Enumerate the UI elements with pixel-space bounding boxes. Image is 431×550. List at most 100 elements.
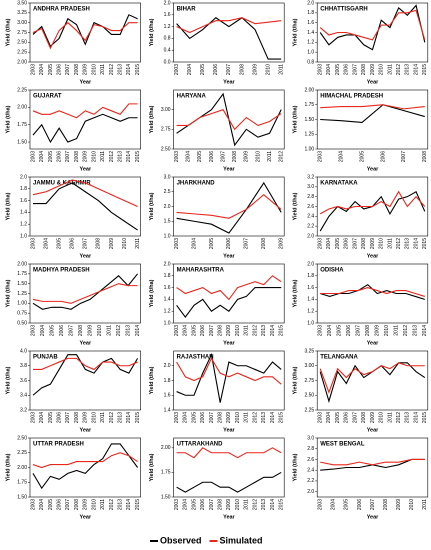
x-tick-label: 2006 [209,151,215,162]
panel-title: UTTARAKHAND [177,442,224,448]
y-tick-label: 3.00 [17,20,27,26]
series-line [32,283,138,304]
x-tick-label: 2003 [30,325,36,336]
x-tick-label: 2015 [279,412,285,423]
x-tick-label: 2003 [318,325,324,336]
x-tick-label: 2007 [226,64,232,75]
x-tick-label: 2006 [56,412,62,423]
y-tick-label: 2.4 [307,214,314,220]
x-tick-label: 2007 [65,151,71,162]
x-tick-label: 2012 [396,238,402,249]
y-tick-label: 2.00 [17,59,27,65]
y-tick-label: 1.75 [17,271,27,277]
y-axis-label: Yield (t/ha) [5,105,11,133]
x-tick-label: 2009 [252,64,258,75]
y-axis-label: Yield (t/ha) [5,366,11,394]
x-tick-label: 2004 [186,151,192,162]
x-tick-label: 2005 [209,238,215,249]
y-tick-label: 2.0 [164,363,171,369]
x-tick-label: 2007 [220,151,226,162]
x-tick-label: 2005 [56,238,62,249]
x-tick-label: 2012 [109,499,115,510]
y-tick-label: 1.0 [164,320,171,326]
y-tick-label: 2.2 [307,223,314,229]
x-tick-label: 2012 [252,325,258,336]
y-tick-label: 2.25 [17,49,27,55]
y-tick-label: 0.75 [17,310,27,316]
panel-title: MAHARASHTRA [177,268,225,274]
x-tick-label: 2006 [344,412,350,423]
y-tick-label: 1.6 [164,393,171,399]
series-line [32,113,138,144]
panel-title: TELANGANA [320,355,358,361]
x-tick-label: 2006 [200,499,206,510]
series-line [32,21,138,50]
y-axis-label: Yield (t/ha) [293,192,299,220]
panel-title: CHHATTISGARH [320,7,368,13]
x-tick-label: 2008 [361,64,367,75]
series-line [32,14,138,48]
x-tick-label: 2011 [422,499,428,510]
series-line [319,190,426,232]
x-tick-label: 2008 [361,412,367,423]
x-tick-label: 2009 [83,151,89,162]
panel-title: ANDHRA PRADESH [33,7,90,13]
x-tick-label: 2007 [68,325,74,336]
x-tick-label: 2003 [318,151,324,162]
panel-title: KARNATAKA [320,181,358,187]
y-tick-label: 1.00 [17,301,27,307]
y-tick-label: 1.2 [20,222,27,228]
x-tick-label: 2005 [48,412,54,423]
x-axis-label: Year [367,253,379,259]
x-tick-label: 2004 [39,412,45,423]
y-tick-label: 0.4 [164,48,171,54]
x-tick-label: 2010 [97,325,103,336]
y-tick-label: 1.6 [20,198,27,204]
x-tick-label: 2003 [318,499,324,510]
x-tick-label: 2010 [409,499,415,510]
y-tick-label: 2.4 [307,468,314,474]
x-tick-label: 2011 [244,325,250,336]
x-tick-label: 2005 [48,499,54,510]
plot-frame [316,437,429,498]
x-tick-label: 2012 [396,64,402,75]
plot-frame [173,437,285,498]
x-tick-label: 2013 [117,499,123,510]
series-line [319,190,426,215]
series-line [176,352,282,403]
x-tick-label: 2012 [279,151,285,162]
x-tick-label: 2009 [87,325,93,336]
x-tick-label: 2008 [218,412,224,423]
x-tick-label: 2010 [235,325,241,336]
x-tick-label: 2011 [267,151,273,162]
y-tick-label: 1.25 [304,132,314,138]
x-tick-label: 2012 [109,64,115,75]
x-tick-label: 2014 [413,238,419,249]
y-tick-label: 1.75 [17,122,27,128]
y-tick-label: 1.75 [161,470,171,476]
x-axis-label: Year [223,253,235,259]
x-tick-label: 2006 [56,64,62,75]
x-tick-label: 2008 [74,499,80,510]
y-tick-label: 2.75 [17,30,27,36]
x-tick-label: 2008 [383,499,389,510]
y-tick-label: 1.4 [20,210,27,216]
x-tick-label: 2004 [183,325,189,336]
x-tick-label: 2004 [39,64,45,75]
y-tick-label: 0.8 [307,59,314,65]
x-tick-label: 2003 [174,325,180,336]
x-axis-label: Year [223,79,235,85]
x-tick-label: 2009 [226,325,232,336]
y-tick-label: 1.4 [164,297,171,303]
x-tick-label: 2005 [200,64,206,75]
x-tick-label: 2007 [352,64,358,75]
y-tick-label: 2.0 [307,0,314,6]
y-tick-label: 1.4 [307,30,314,36]
x-tick-label: 2003 [318,64,324,75]
series-line [32,452,138,469]
x-tick-label: 2011 [387,412,393,423]
x-tick-label: 2010 [379,238,385,249]
x-tick-label: 2015 [279,499,285,510]
x-tick-label: 2006 [56,499,62,510]
x-tick-label: 2004 [39,151,45,162]
